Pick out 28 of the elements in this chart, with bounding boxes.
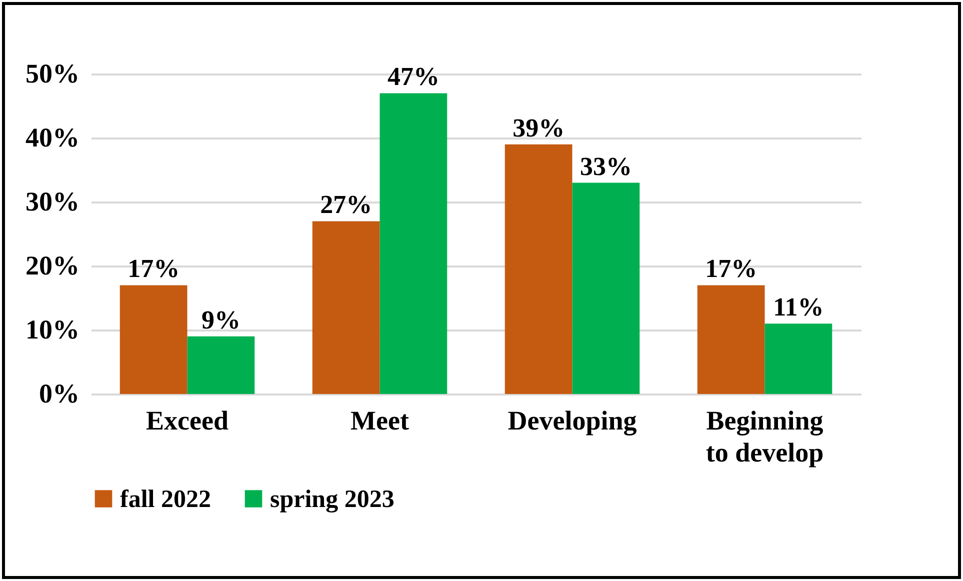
y-tick-label: 40% — [26, 122, 80, 152]
y-tick-label: 30% — [26, 186, 80, 216]
x-tick-label: Exceed — [146, 406, 228, 436]
bar — [120, 285, 188, 394]
bar — [764, 324, 832, 394]
data-label: 47% — [387, 62, 440, 92]
y-tick-label: 20% — [26, 250, 80, 280]
data-label: 33% — [580, 152, 632, 181]
y-tick-label: 10% — [26, 314, 80, 344]
data-label: 9% — [201, 305, 240, 334]
data-label: 27% — [320, 190, 372, 220]
data-label: 17% — [705, 254, 758, 284]
data-label: 11% — [773, 292, 824, 322]
x-tick-label: Beginning to develop — [706, 406, 824, 468]
bar — [312, 221, 380, 394]
data-label: 17% — [128, 254, 180, 284]
legend-label: spring 2023 — [270, 486, 394, 513]
data-label: 39% — [512, 113, 565, 142]
x-tick-label: Meet — [350, 406, 409, 436]
bar — [697, 285, 765, 394]
bar — [380, 93, 448, 394]
x-tick-label: Developing — [508, 406, 638, 436]
legend-label: fall 2022 — [120, 486, 211, 513]
bar — [572, 182, 640, 394]
y-tick-label: 50% — [26, 58, 80, 88]
bar — [504, 144, 572, 394]
y-tick-label: 0% — [39, 378, 80, 408]
bar — [187, 336, 255, 394]
